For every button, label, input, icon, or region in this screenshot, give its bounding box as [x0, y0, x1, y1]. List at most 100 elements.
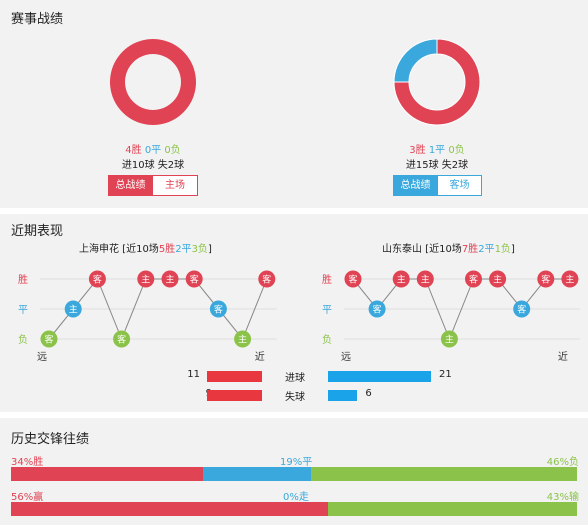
right-goals-text: 进15球 失2球: [405, 160, 469, 171]
form-point: [440, 330, 458, 348]
form-axis-D: 平: [18, 305, 28, 316]
form-point: [209, 300, 227, 318]
h2h-win-segment: [11, 467, 204, 481]
form-venue-label: 客: [541, 274, 550, 286]
form-axis-L: 负: [322, 333, 332, 346]
h2h-handicap-push-label: 0%走: [283, 492, 309, 503]
history-title: 历史交锋往绩: [11, 432, 90, 447]
right-record-donut: [393, 38, 481, 126]
right-team-name: 山东泰山: [382, 244, 422, 255]
form-venue-label: 主: [165, 274, 174, 286]
form-venue-label: 客: [262, 274, 271, 286]
form-venue-label: 主: [397, 274, 406, 286]
form-point: [234, 330, 252, 348]
left-wdl-line: 4胜 0平 0负: [103, 141, 203, 156]
h2h-handicap-loss-segment: [327, 502, 577, 516]
h2h-draw-label: 19%平: [280, 457, 313, 468]
left-summary-suffix: ]: [207, 244, 212, 255]
form-venue-label: 客: [44, 334, 53, 346]
form-axis-L: 负: [18, 333, 28, 346]
left-loss-count: 0负: [164, 145, 181, 156]
right-form-chart: 胜平负客客主 主主客 主客客 主远近: [322, 270, 580, 363]
recent-form-chart: 胜平负 客主客客主主客客主客远近 胜平负客客主 主主客 主客客 主远近: [18, 270, 580, 363]
recent-section: 近期表现 上海申花 [近10场5胜2平3负] 山东泰山 [近10场7胜2平1负]…: [0, 214, 588, 412]
form-point: [40, 330, 58, 348]
left-summary-win: 5胜: [158, 244, 176, 255]
form-point: [64, 300, 82, 318]
form-venue-label: 客: [373, 304, 382, 316]
form-axis-W: 胜: [322, 274, 332, 286]
h2h-handicap-loss-label: 43%输: [546, 492, 579, 503]
right-scored-bar: [328, 371, 431, 382]
form-point: [368, 300, 386, 318]
h2h-handicap-win-segment: [11, 502, 328, 516]
form-far-label: 远: [341, 351, 351, 363]
left-total-record-button[interactable]: 总战绩: [108, 175, 153, 196]
form-axis-D: 平: [322, 305, 332, 316]
left-team-summary: 上海申花 [近10场5胜2平3负]: [79, 240, 212, 255]
form-point: [416, 270, 434, 288]
left-record-donut: [109, 39, 196, 125]
form-line: [352, 278, 570, 341]
form-venue-label: 主: [238, 334, 247, 346]
right-wdl-line: 3胜 1平 0负: [387, 141, 487, 156]
form-venue-label: 客: [469, 274, 478, 286]
form-venue-label: 客: [214, 304, 223, 316]
right-draw-count: 1平: [428, 145, 446, 156]
form-point: [113, 330, 131, 348]
left-conceded-bar: [207, 390, 262, 401]
right-team-summary: 山东泰山 [近10场7胜2平1负]: [382, 240, 515, 255]
donut-draw-slice: [393, 38, 438, 83]
right-scored-value: 21: [439, 369, 452, 380]
form-venue-label: 主: [445, 334, 454, 346]
left-summary-loss: 3负: [191, 244, 208, 255]
form-venue-label: 客: [517, 304, 526, 316]
left-summary-prefix: [近10场: [119, 244, 159, 255]
h2h-result-bar: [11, 467, 577, 481]
right-summary-draw: 2平: [478, 244, 495, 255]
h2h-loss-segment: [310, 467, 577, 481]
right-summary-prefix: [近10场: [422, 244, 462, 255]
left-goals-text: 进10球 失2球: [121, 160, 185, 171]
form-point: [465, 270, 482, 288]
form-venue-label: 客: [348, 274, 357, 286]
form-venue-label: 客: [93, 274, 102, 286]
divider: [0, 208, 588, 214]
form-venue-label: 客: [117, 334, 126, 346]
h2h-loss-label: 46%负: [546, 457, 579, 468]
form-venue-label: 主: [565, 274, 574, 286]
form-point: [137, 270, 155, 288]
conceded-label: 失球: [285, 392, 305, 403]
divider: [0, 412, 588, 418]
left-scored-bar: [207, 371, 262, 382]
form-far-label: 远: [37, 351, 47, 363]
right-loss-count: 0负: [448, 145, 465, 156]
form-point: [88, 270, 106, 288]
right-conceded-value: 6: [365, 388, 372, 399]
left-draw-count: 0平: [144, 145, 162, 156]
right-summary-suffix: ]: [510, 244, 515, 255]
record-section: 赛事战绩 4胜 0平 0负 进10球 失2球 总战绩 主场 3胜 1平 0负 进…: [0, 0, 588, 208]
form-venue-label: 主: [493, 274, 502, 286]
left-team-name: 上海申花: [79, 244, 119, 255]
form-axis-W: 胜: [18, 274, 28, 286]
right-away-button[interactable]: 客场: [437, 175, 482, 196]
right-conceded-bar: [328, 390, 358, 401]
h2h-handicap-bar: [11, 502, 577, 516]
left-scored-value: 11: [187, 369, 200, 380]
form-point: [489, 270, 507, 288]
left-win-count: 4胜: [125, 145, 142, 156]
form-point: [161, 270, 179, 288]
left-conceded-value: 9: [160, 388, 212, 399]
form-line: [48, 278, 268, 341]
form-point: [185, 270, 203, 288]
right-total-record-button[interactable]: 总战绩: [393, 175, 438, 196]
left-home-button[interactable]: 主场: [152, 175, 198, 196]
form-near-label: 近: [255, 350, 265, 363]
right-summary-loss: 1负: [494, 244, 511, 255]
right-summary-win: 7胜: [461, 244, 479, 255]
history-section: 历史交锋往绩 34%胜 19%平 46%负 56%赢 0%走 43%输: [0, 418, 588, 525]
form-point: [513, 300, 531, 318]
h2h-handicap-win-label: 56%赢: [11, 492, 44, 503]
form-venue-label: 主: [421, 274, 430, 286]
